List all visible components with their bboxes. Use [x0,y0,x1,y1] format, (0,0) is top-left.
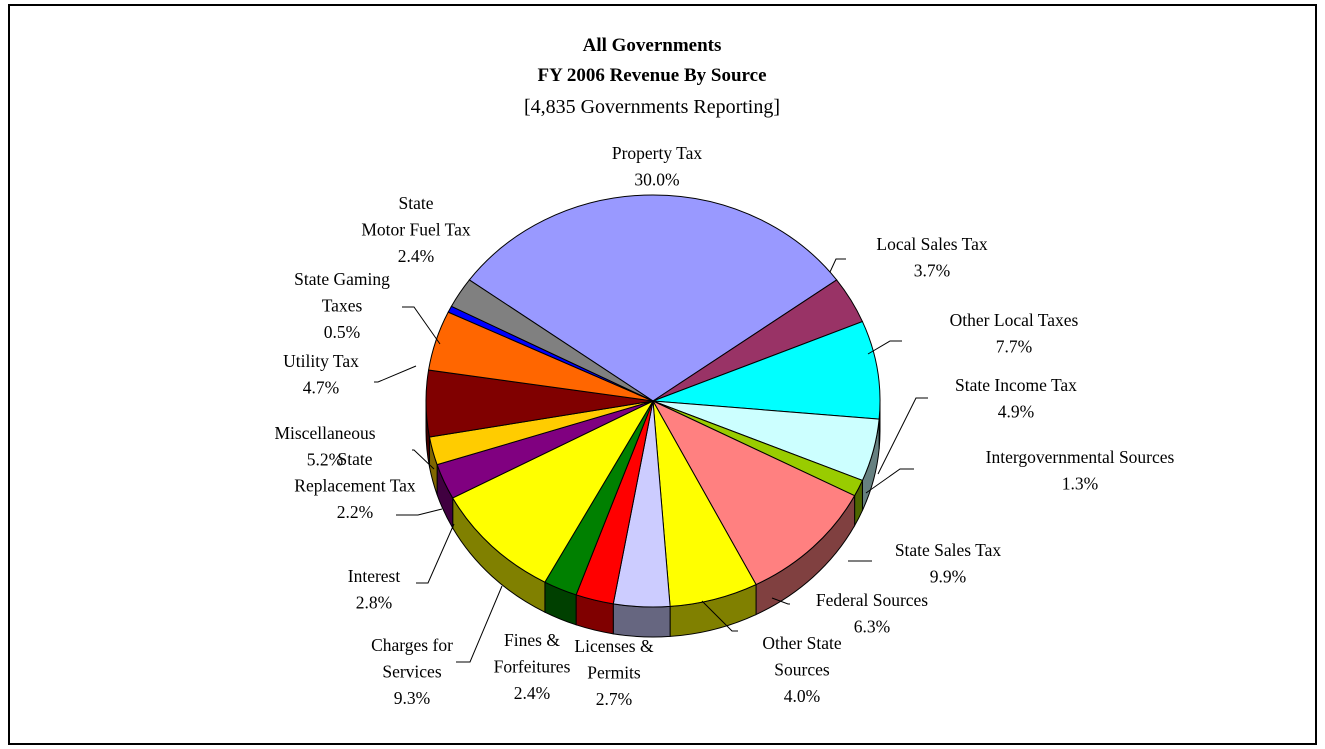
slice-value-federal-sources: 6.3% [854,617,890,637]
leader-line-other-state-sources [701,600,738,632]
chart-title-line-2: FY 2006 Revenue By Source [537,65,766,86]
slice-value-state-replacement-tax: 2.2% [337,502,373,522]
slice-state-sales-tax [651,399,856,586]
slice-label-miscellaneous: Miscellaneous [274,423,375,443]
slice-label-state-motor-fuel-tax: State [399,193,434,213]
slice-value-local-sales-tax: 3.7% [914,261,950,281]
chart-titles: All Governments FY 2006 Revenue By Sourc… [524,35,780,118]
pie-top [425,194,881,608]
slice-label-state-motor-fuel-tax: Motor Fuel Tax [361,220,471,240]
slice-value-state-sales-tax: 9.9% [930,567,966,587]
leader-line-utility-tax [374,365,417,383]
leader-lines [374,258,928,663]
slice-value-other-state-sources: 4.0% [784,686,820,706]
slice-value-property-tax: 30.0% [634,170,679,190]
slice-label-other-state-sources: Sources [774,660,830,680]
leader-line-interest [416,523,455,584]
slice-label-state-replacement-tax: Replacement Tax [294,476,416,496]
chart-frame: All Governments FY 2006 Revenue By Sourc… [8,4,1317,745]
leader-line-other-local-taxes [867,340,902,355]
slice-charges-for-services [452,399,655,583]
slice-label-state-sales-tax: State Sales Tax [895,540,1002,560]
slice-labels: Property Tax 30.0% Local Sales Tax 3.7% Othe… [274,143,1174,709]
chart-title-line-1: All Governments [583,35,722,56]
leader-line-intergovernmental-sources [865,468,914,494]
slice-label-licenses-and-permits: Licenses & [574,636,654,656]
slice-value-charges-for-services: 9.3% [394,688,430,708]
slice-other-local-taxes [652,320,881,420]
slice-label-interest: Interest [348,566,401,586]
slice-label-other-state-sources: Other State [762,633,841,653]
slice-side-other-state-sources [612,603,671,638]
slice-value-fines-and-forfeitures: 2.4% [514,683,550,703]
slice-label-state-gaming-taxes: State Gaming [294,269,390,289]
slice-label-intergovernmental-sources: Intergovernmental Sources [986,447,1175,467]
slice-label-licenses-and-permits: Permits [587,663,641,683]
slice-label-charges-for-services: Charges for [371,635,453,655]
leader-line-state-income-tax [877,397,928,475]
chart-subtitle: [4,835 Governments Reporting] [524,96,780,118]
slice-value-intergovernmental-sources: 1.3% [1062,474,1098,494]
slice-label-fines-and-forfeitures: Forfeitures [494,657,571,677]
slice-label-charges-for-services: Services [382,662,441,682]
slice-property-tax [468,194,838,402]
slice-label-utility-tax: Utility Tax [283,351,359,371]
slice-value-state-gaming-taxes: 0.5% [324,322,360,342]
slice-label-state-replacement-tax: State [338,449,373,469]
slice-state-motor-fuel-tax [450,279,654,402]
slice-value-licenses-and-permits: 2.7% [596,689,632,709]
leader-line-federal-sources [771,597,790,605]
leader-line-charges-for-services [456,585,503,663]
pie-chart: All Governments FY 2006 Revenue By Sourc… [274,35,1174,709]
slice-value-miscellaneous: 5.2% [307,450,343,470]
leader-line-local-sales-tax [829,258,846,273]
slice-value-utility-tax: 4.7% [303,378,339,398]
slice-label-fines-and-forfeitures: Fines & [504,630,560,650]
slice-value-state-motor-fuel-tax: 2.4% [398,246,434,266]
leader-line-state-replacement-tax [396,508,443,516]
slice-label-state-gaming-taxes: Taxes [322,296,363,316]
slice-value-state-income-tax: 4.9% [998,402,1034,422]
leader-line-state-gaming-taxes [402,306,441,345]
slice-label-other-local-taxes: Other Local Taxes [950,310,1079,330]
slice-label-property-tax: Property Tax [612,143,703,163]
slice-label-local-sales-tax: Local Sales Tax [876,234,987,254]
leader-line-miscellaneous [412,449,435,470]
slice-label-federal-sources: Federal Sources [816,590,928,610]
slice-value-interest: 2.8% [356,593,392,613]
slice-label-state-income-tax: State Income Tax [955,375,1077,395]
slice-value-other-local-taxes: 7.7% [996,337,1032,357]
